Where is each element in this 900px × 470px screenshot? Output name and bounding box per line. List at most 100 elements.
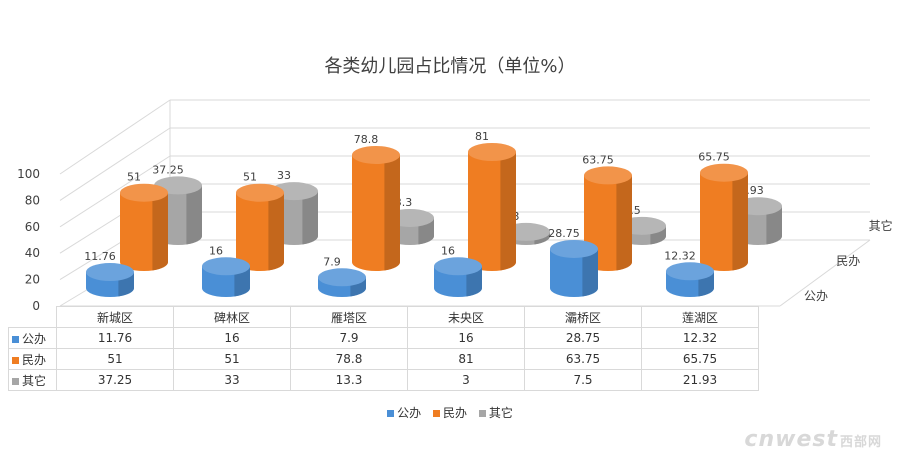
- bar-shade: [766, 206, 782, 245]
- data-label: 78.8: [354, 133, 379, 146]
- data-label: 81: [475, 130, 489, 143]
- bar-top: [86, 263, 134, 282]
- data-label: 28.75: [548, 227, 580, 240]
- y-tick-label: 100: [17, 167, 40, 181]
- bar-top: [120, 183, 168, 202]
- table-row: 公办 11.76 16 7.9 16 28.75 12.32: [8, 327, 759, 349]
- chart-title: 各类幼儿园占比情况（单位%）: [324, 56, 575, 77]
- table-header-cell: 灞桥区: [524, 306, 642, 328]
- legend-item: 其它: [478, 404, 513, 421]
- bar-shade: [152, 192, 168, 271]
- bar-top: [434, 257, 482, 276]
- legend-swatch: [12, 335, 19, 343]
- legend-swatch: [12, 356, 19, 364]
- y-tick-label: 20: [25, 273, 40, 287]
- table-header-cell: 雁塔区: [290, 306, 408, 328]
- table-cell: 21.93: [641, 369, 759, 391]
- table-row-label: 其它: [22, 373, 47, 388]
- data-table: 新城区 碑林区 雁塔区 未央区 灞桥区 莲湖区 公办 11.76 16 7.9 …: [8, 306, 759, 391]
- bar-top: [468, 143, 516, 161]
- data-label: 51: [127, 171, 141, 184]
- data-label: 33: [277, 169, 291, 182]
- data-label: 16: [441, 244, 455, 257]
- bar-top: [550, 239, 598, 258]
- table-row-label: 民办: [22, 352, 47, 367]
- watermark-suffix: 西部网: [839, 435, 882, 450]
- table-cell: 51: [173, 348, 291, 370]
- legend-label: 其它: [488, 406, 513, 420]
- table-cell: 51: [56, 348, 174, 370]
- table-row: 其它 37.25 33 13.3 3 7.5 21.93: [8, 369, 759, 391]
- bar-shade: [302, 191, 318, 245]
- gridline-diagonal: [59, 127, 171, 201]
- table-cell: 7.9: [290, 327, 408, 349]
- y-tick-label: 80: [25, 193, 40, 207]
- table-cell: 13.3: [290, 369, 408, 391]
- table-cell: 16: [407, 327, 525, 349]
- bar-shade: [616, 175, 632, 271]
- bar-top: [700, 163, 748, 182]
- bar-shade: [186, 185, 202, 245]
- data-label: 51: [243, 171, 257, 184]
- table-header-cell: 新城区: [56, 306, 174, 328]
- bar-top: [318, 268, 366, 287]
- table-header-cell: 碑林区: [173, 306, 291, 328]
- series-depth-label: 民办: [836, 253, 860, 268]
- data-label: 11.76: [84, 250, 116, 263]
- legend-swatch: [478, 410, 486, 417]
- legend-item: 公办: [387, 404, 421, 421]
- table-cell: 12.32: [641, 327, 759, 349]
- bar-top: [584, 166, 632, 185]
- data-label: 65.75: [698, 151, 730, 164]
- bar-shade: [268, 192, 284, 271]
- legend-label: 民办: [442, 406, 467, 420]
- table-cell: 63.75: [524, 348, 642, 370]
- table-cell: 33: [173, 369, 291, 391]
- table-cell: 65.75: [641, 348, 759, 370]
- series-depth-label: 其它: [869, 218, 893, 233]
- y-tick-label: 60: [25, 220, 40, 234]
- series-depth-label: 公办: [804, 288, 828, 303]
- watermark-text: cnwest: [744, 427, 838, 452]
- bar-shade: [500, 152, 516, 271]
- legend: 公办 民办 其它: [0, 404, 900, 421]
- bar-top: [202, 257, 250, 276]
- data-label: 37.25: [152, 163, 184, 176]
- table-cell: 7.5: [524, 369, 642, 391]
- legend-label: 公办: [397, 406, 422, 420]
- bar-top: [236, 183, 284, 202]
- bar-shade: [384, 154, 400, 271]
- bar-top: [352, 145, 400, 164]
- table-cell: 37.25: [56, 369, 174, 391]
- gridline-diagonal: [59, 99, 171, 175]
- legend-swatch: [12, 377, 19, 385]
- bar-shade: [732, 172, 748, 271]
- y-tick-label: 40: [25, 246, 40, 260]
- legend-swatch: [387, 410, 395, 417]
- table-cell: 11.76: [56, 327, 174, 349]
- table-cell: 16: [173, 327, 291, 349]
- table-cell: 3: [407, 369, 525, 391]
- data-label: 16: [209, 244, 223, 257]
- legend-swatch: [432, 410, 440, 417]
- bar-top: [666, 262, 714, 281]
- table-header-row: 新城区 碑林区 雁塔区 未央区 灞桥区 莲湖区: [8, 306, 759, 328]
- gridline-diagonal: [59, 155, 171, 228]
- table-cell: 78.8: [290, 348, 408, 370]
- table-row-label: 公办: [22, 331, 47, 346]
- data-label: 7.9: [323, 255, 341, 268]
- table-cell: 81: [407, 348, 525, 370]
- floor-right-edge: [779, 239, 871, 307]
- table-row: 民办 51 51 78.8 81 63.75 65.75: [8, 348, 759, 370]
- watermark-logo: cnwest 西部网: [744, 427, 882, 452]
- table-header-cell: 莲湖区: [641, 306, 759, 328]
- data-label: 12.32: [664, 249, 696, 262]
- data-label: 63.75: [582, 153, 614, 166]
- bar-shade: [582, 248, 598, 297]
- y-tick-label: 0: [32, 299, 40, 313]
- legend-item: 民办: [432, 404, 467, 421]
- table-cell: 28.75: [524, 327, 642, 349]
- table-header-cell: 未央区: [407, 306, 525, 328]
